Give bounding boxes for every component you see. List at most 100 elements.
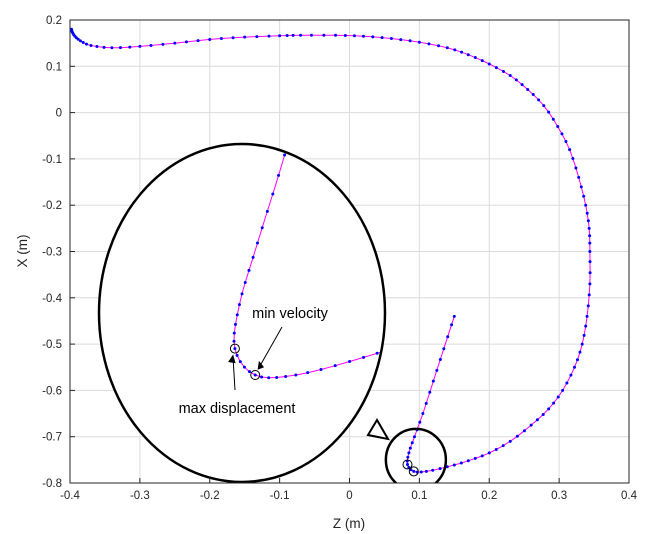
data-point [586,304,590,308]
zoom-data-point [284,375,288,379]
data-point [587,226,591,230]
x-tick-label: 0 [346,490,352,502]
data-point [161,42,165,46]
data-point [578,350,582,354]
data-point [267,34,271,38]
zoom-event-marker [229,343,240,354]
data-point [452,314,456,318]
y-tick-label: -0.2 [42,200,62,212]
zoom-data-point [283,153,287,157]
data-point [501,444,505,448]
data-point [587,293,591,297]
data-point [466,53,470,57]
data-point [149,43,153,47]
arrowhead-min-velocity [257,360,265,370]
data-point [473,456,477,460]
data-point [556,124,560,128]
data-point [421,412,425,416]
data-point [380,36,384,40]
x-tick-label: 0.4 [621,490,638,502]
zoom-outline [97,142,387,484]
data-point [515,434,519,438]
data-point [514,78,518,82]
x-tick-label: -0.3 [130,490,150,502]
data-point [243,35,247,39]
x-tick-label: -0.1 [270,490,290,502]
y-tick-label: 0.2 [46,15,62,27]
data-point [574,166,578,170]
zoom-data-point [237,303,241,307]
data-point [473,56,477,60]
data-point [128,45,132,49]
data-point [508,439,512,443]
data-point [406,455,410,459]
data-point [575,358,579,362]
zoom-data-point [260,226,264,230]
data-point [588,260,592,264]
data-point [494,447,498,451]
zoom-curve [229,144,385,380]
data-point [508,74,512,78]
data-point [529,423,533,427]
zoom-data-point [319,367,323,371]
data-point [588,271,592,275]
data-point [417,40,421,44]
data-point [588,250,592,253]
data-point [89,43,93,47]
data-point [309,33,313,37]
zoom-data-point [260,375,264,379]
data-point [584,324,588,328]
zoom-data-point [238,360,242,364]
zoom-pointer [366,418,390,441]
event-marker [402,459,413,470]
data-point [438,358,442,362]
zoom-event-marker [250,369,261,380]
data-point [208,37,212,41]
data-point [588,241,592,245]
y-tick-label: 0 [56,108,62,120]
data-point [437,44,441,48]
zoom-data-point [233,322,237,326]
data-point [552,401,556,405]
data-point [291,33,295,37]
arrow-min-velocity [257,326,283,370]
data-point [561,388,565,392]
zoom-data-point [265,209,269,213]
zoom-data-point [243,281,247,285]
data-point [81,40,85,44]
label-min-velocity: min velocity [252,306,328,322]
data-point [580,342,584,346]
y-tick-label: -0.7 [42,432,62,444]
data-point [399,38,403,42]
data-point [405,462,409,466]
data-point [442,347,446,351]
data-point [334,33,338,37]
zoom-data-point [294,373,298,377]
zoom-data-point [306,371,310,375]
zoom-data-point [267,376,271,380]
zoom-data-point [232,339,236,343]
data-point [520,83,524,87]
data-point [412,469,416,473]
data-point [537,98,541,102]
zoom-data-point [375,351,379,355]
data-point [560,132,564,136]
data-point [408,39,412,43]
data-point [501,69,505,73]
y-tick-label: -0.5 [42,339,62,351]
data-point [466,459,470,463]
data-point [102,45,106,49]
data-point [431,468,435,472]
data-point [446,335,450,339]
data-point [231,36,235,40]
data-point [85,42,89,46]
data-point [541,412,545,416]
data-point [184,40,188,44]
data-point [407,451,411,455]
zoom-data-point [277,173,281,177]
zoom-series-line [233,144,385,379]
zoom-source-circle [384,427,448,483]
data-point [526,87,530,91]
data-point [431,379,435,383]
